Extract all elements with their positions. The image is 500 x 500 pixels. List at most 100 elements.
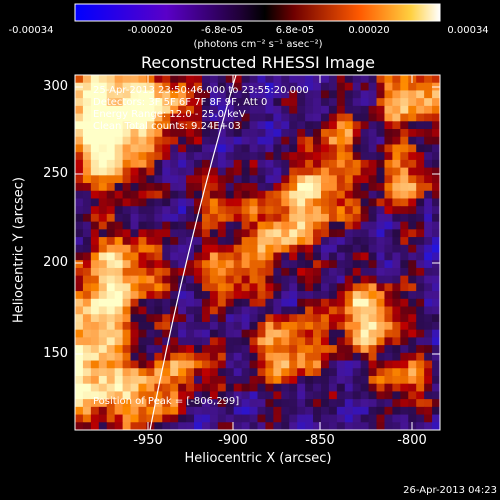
heatmap-pixel xyxy=(281,152,290,161)
heatmap-pixel xyxy=(186,314,195,323)
heatmap-pixel xyxy=(352,360,362,369)
heatmap-pixel xyxy=(186,121,195,130)
heatmap-pixel xyxy=(90,399,100,408)
heatmap-pixel xyxy=(241,190,250,199)
heatmap-pixel xyxy=(424,213,433,223)
heatmap-pixel xyxy=(297,337,306,346)
heatmap-pixel xyxy=(162,221,171,230)
heatmap-pixel xyxy=(273,152,282,161)
heatmap-pixel xyxy=(249,190,258,199)
heatmap-pixel xyxy=(392,260,401,269)
heatmap-pixel xyxy=(400,422,409,431)
heatmap-pixel xyxy=(376,198,385,207)
heatmap-pixel xyxy=(114,237,123,246)
heatmap-pixel xyxy=(392,144,401,153)
heatmap-pixel xyxy=(75,129,84,138)
heatmap-pixel xyxy=(273,221,282,230)
heatmap-pixel xyxy=(178,360,187,369)
heatmap-pixel xyxy=(424,352,433,361)
heatmap-pixel xyxy=(154,190,163,199)
heatmap-pixel xyxy=(162,82,171,91)
heatmap-pixel xyxy=(305,82,314,91)
heatmap-pixel xyxy=(368,345,377,354)
heatmap-pixel xyxy=(75,183,84,192)
heatmap-pixel xyxy=(217,75,227,84)
heatmap-pixel xyxy=(320,113,330,122)
heatmap-pixel xyxy=(194,375,203,385)
heatmap-pixel xyxy=(384,229,393,238)
heatmap-pixel xyxy=(82,321,92,331)
heatmap-pixel xyxy=(138,383,147,392)
x-tick-label: -800 xyxy=(397,433,427,448)
heatmap-pixel xyxy=(138,368,147,377)
heatmap-pixel xyxy=(249,298,258,307)
heatmap-pixel xyxy=(313,190,322,199)
heatmap-pixel xyxy=(114,75,123,84)
heatmap-pixel xyxy=(98,275,108,284)
heatmap-pixel xyxy=(289,314,298,323)
heatmap-pixel xyxy=(257,406,266,415)
heatmap-pixel xyxy=(352,244,362,253)
heatmap-pixel xyxy=(201,221,211,230)
heatmap-pixel xyxy=(201,213,211,223)
heatmap-pixel xyxy=(320,175,330,184)
heatmap-pixel xyxy=(328,213,338,223)
heatmap-pixel xyxy=(273,321,282,331)
heatmap-pixel xyxy=(249,360,258,369)
heatmap-pixel xyxy=(114,113,123,122)
heatmap-pixel xyxy=(384,314,393,323)
heatmap-pixel xyxy=(336,414,346,423)
info-time-range: 25-Apr-2013 23:50:46.000 to 23:55:20.000 xyxy=(93,85,309,96)
heatmap-pixel xyxy=(170,121,179,130)
heatmap-pixel xyxy=(328,113,338,122)
heatmap-pixel xyxy=(249,260,258,269)
heatmap-pixel xyxy=(273,345,282,354)
heatmap-pixel xyxy=(281,213,290,223)
heatmap-pixel xyxy=(217,237,227,246)
heatmap-pixel xyxy=(400,90,409,99)
heatmap-pixel xyxy=(201,190,211,199)
heatmap-pixel xyxy=(201,329,211,338)
heatmap-pixel xyxy=(416,306,425,315)
heatmap-pixel xyxy=(82,298,92,307)
heatmap-pixel xyxy=(138,298,147,307)
heatmap-pixel xyxy=(352,129,362,138)
heatmap-pixel xyxy=(305,275,314,284)
heatmap-pixel xyxy=(289,98,298,107)
heatmap-pixel xyxy=(114,360,123,369)
heatmap-pixel xyxy=(162,167,171,176)
heatmap-pixel xyxy=(201,152,211,161)
heatmap-pixel xyxy=(360,414,369,423)
heatmap-pixel xyxy=(146,329,155,338)
heatmap-pixel xyxy=(170,360,179,369)
heatmap-pixel xyxy=(289,221,298,230)
heatmap-pixel xyxy=(368,152,377,161)
heatmap-pixel xyxy=(416,144,425,153)
heatmap-pixel xyxy=(217,406,227,415)
heatmap-pixel xyxy=(114,414,123,423)
heatmap-pixel xyxy=(194,183,203,192)
heatmap-pixel xyxy=(384,221,393,230)
heatmap-pixel xyxy=(194,129,203,138)
heatmap-pixel xyxy=(225,260,235,269)
heatmap-pixel xyxy=(98,237,108,246)
heatmap-pixel xyxy=(368,375,377,385)
heatmap-pixel xyxy=(368,229,377,238)
heatmap-pixel xyxy=(209,422,219,431)
heatmap-pixel xyxy=(432,206,441,215)
heatmap-pixel xyxy=(241,105,250,114)
heatmap-pixel xyxy=(328,422,338,431)
heatmap-pixel xyxy=(424,375,433,385)
heatmap-pixel xyxy=(313,252,322,261)
heatmap-pixel xyxy=(106,314,116,323)
heatmap-pixel xyxy=(249,314,258,323)
heatmap-pixel xyxy=(90,406,100,415)
heatmap-pixel xyxy=(408,360,417,369)
heatmap-pixel xyxy=(90,283,100,292)
heatmap-pixel xyxy=(75,190,84,199)
heatmap-pixel xyxy=(281,414,290,423)
heatmap-pixel xyxy=(281,267,290,277)
heatmap-pixel xyxy=(328,306,338,315)
heatmap-pixel xyxy=(90,298,100,307)
heatmap-pixel xyxy=(130,321,139,331)
